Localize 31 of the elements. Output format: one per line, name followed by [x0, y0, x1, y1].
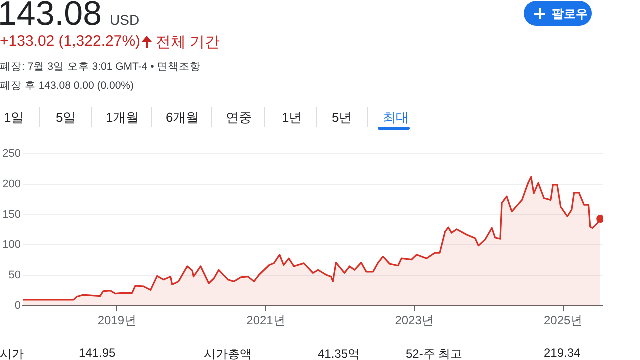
y-tick-label: 150 — [2, 208, 21, 221]
x-tick-label: 2021년 — [246, 314, 286, 328]
text: 팔로우 — [552, 6, 588, 23]
text: 시가총액 — [204, 346, 252, 360]
text: USD — [110, 12, 140, 28]
text: 141.95 — [79, 346, 116, 360]
text: 5년 — [332, 109, 352, 127]
y-tick-label: 0 — [14, 300, 21, 312]
text: 폐장: 7월 3일 오후 3:01 GMT-4 • 면책조항 — [0, 60, 202, 74]
y-tick-label: 100 — [2, 239, 21, 252]
text: 1년 — [282, 109, 302, 127]
text: 최대 — [383, 109, 409, 127]
text: 41.35억 — [318, 346, 360, 360]
x-tick-label: 2025년 — [544, 314, 583, 328]
chart-subtitle: +133.02 (1,322.27%) — [0, 33, 141, 50]
text: 1일 — [4, 109, 24, 127]
text: 52-주 최고 — [406, 346, 463, 360]
text: 시가 — [0, 346, 24, 360]
chart-title: 143.08 — [0, 0, 102, 33]
text: 전체 기간 — [156, 33, 220, 52]
x-tick-label: 2019년 — [98, 314, 137, 328]
x-tick-label: 2023년 — [395, 314, 434, 328]
text: 연중 — [226, 109, 252, 127]
text: 1개월 — [106, 109, 140, 127]
y-tick-label: 200 — [2, 178, 21, 190]
y-tick-label: 50 — [8, 270, 21, 282]
text: 219.34 — [544, 346, 581, 360]
text: 6개월 — [166, 109, 200, 127]
y-tick-label: 250 — [2, 148, 21, 160]
text: 5일 — [56, 109, 76, 127]
text: 폐장 후 143.08 0.00 (0.00%) — [0, 79, 134, 93]
